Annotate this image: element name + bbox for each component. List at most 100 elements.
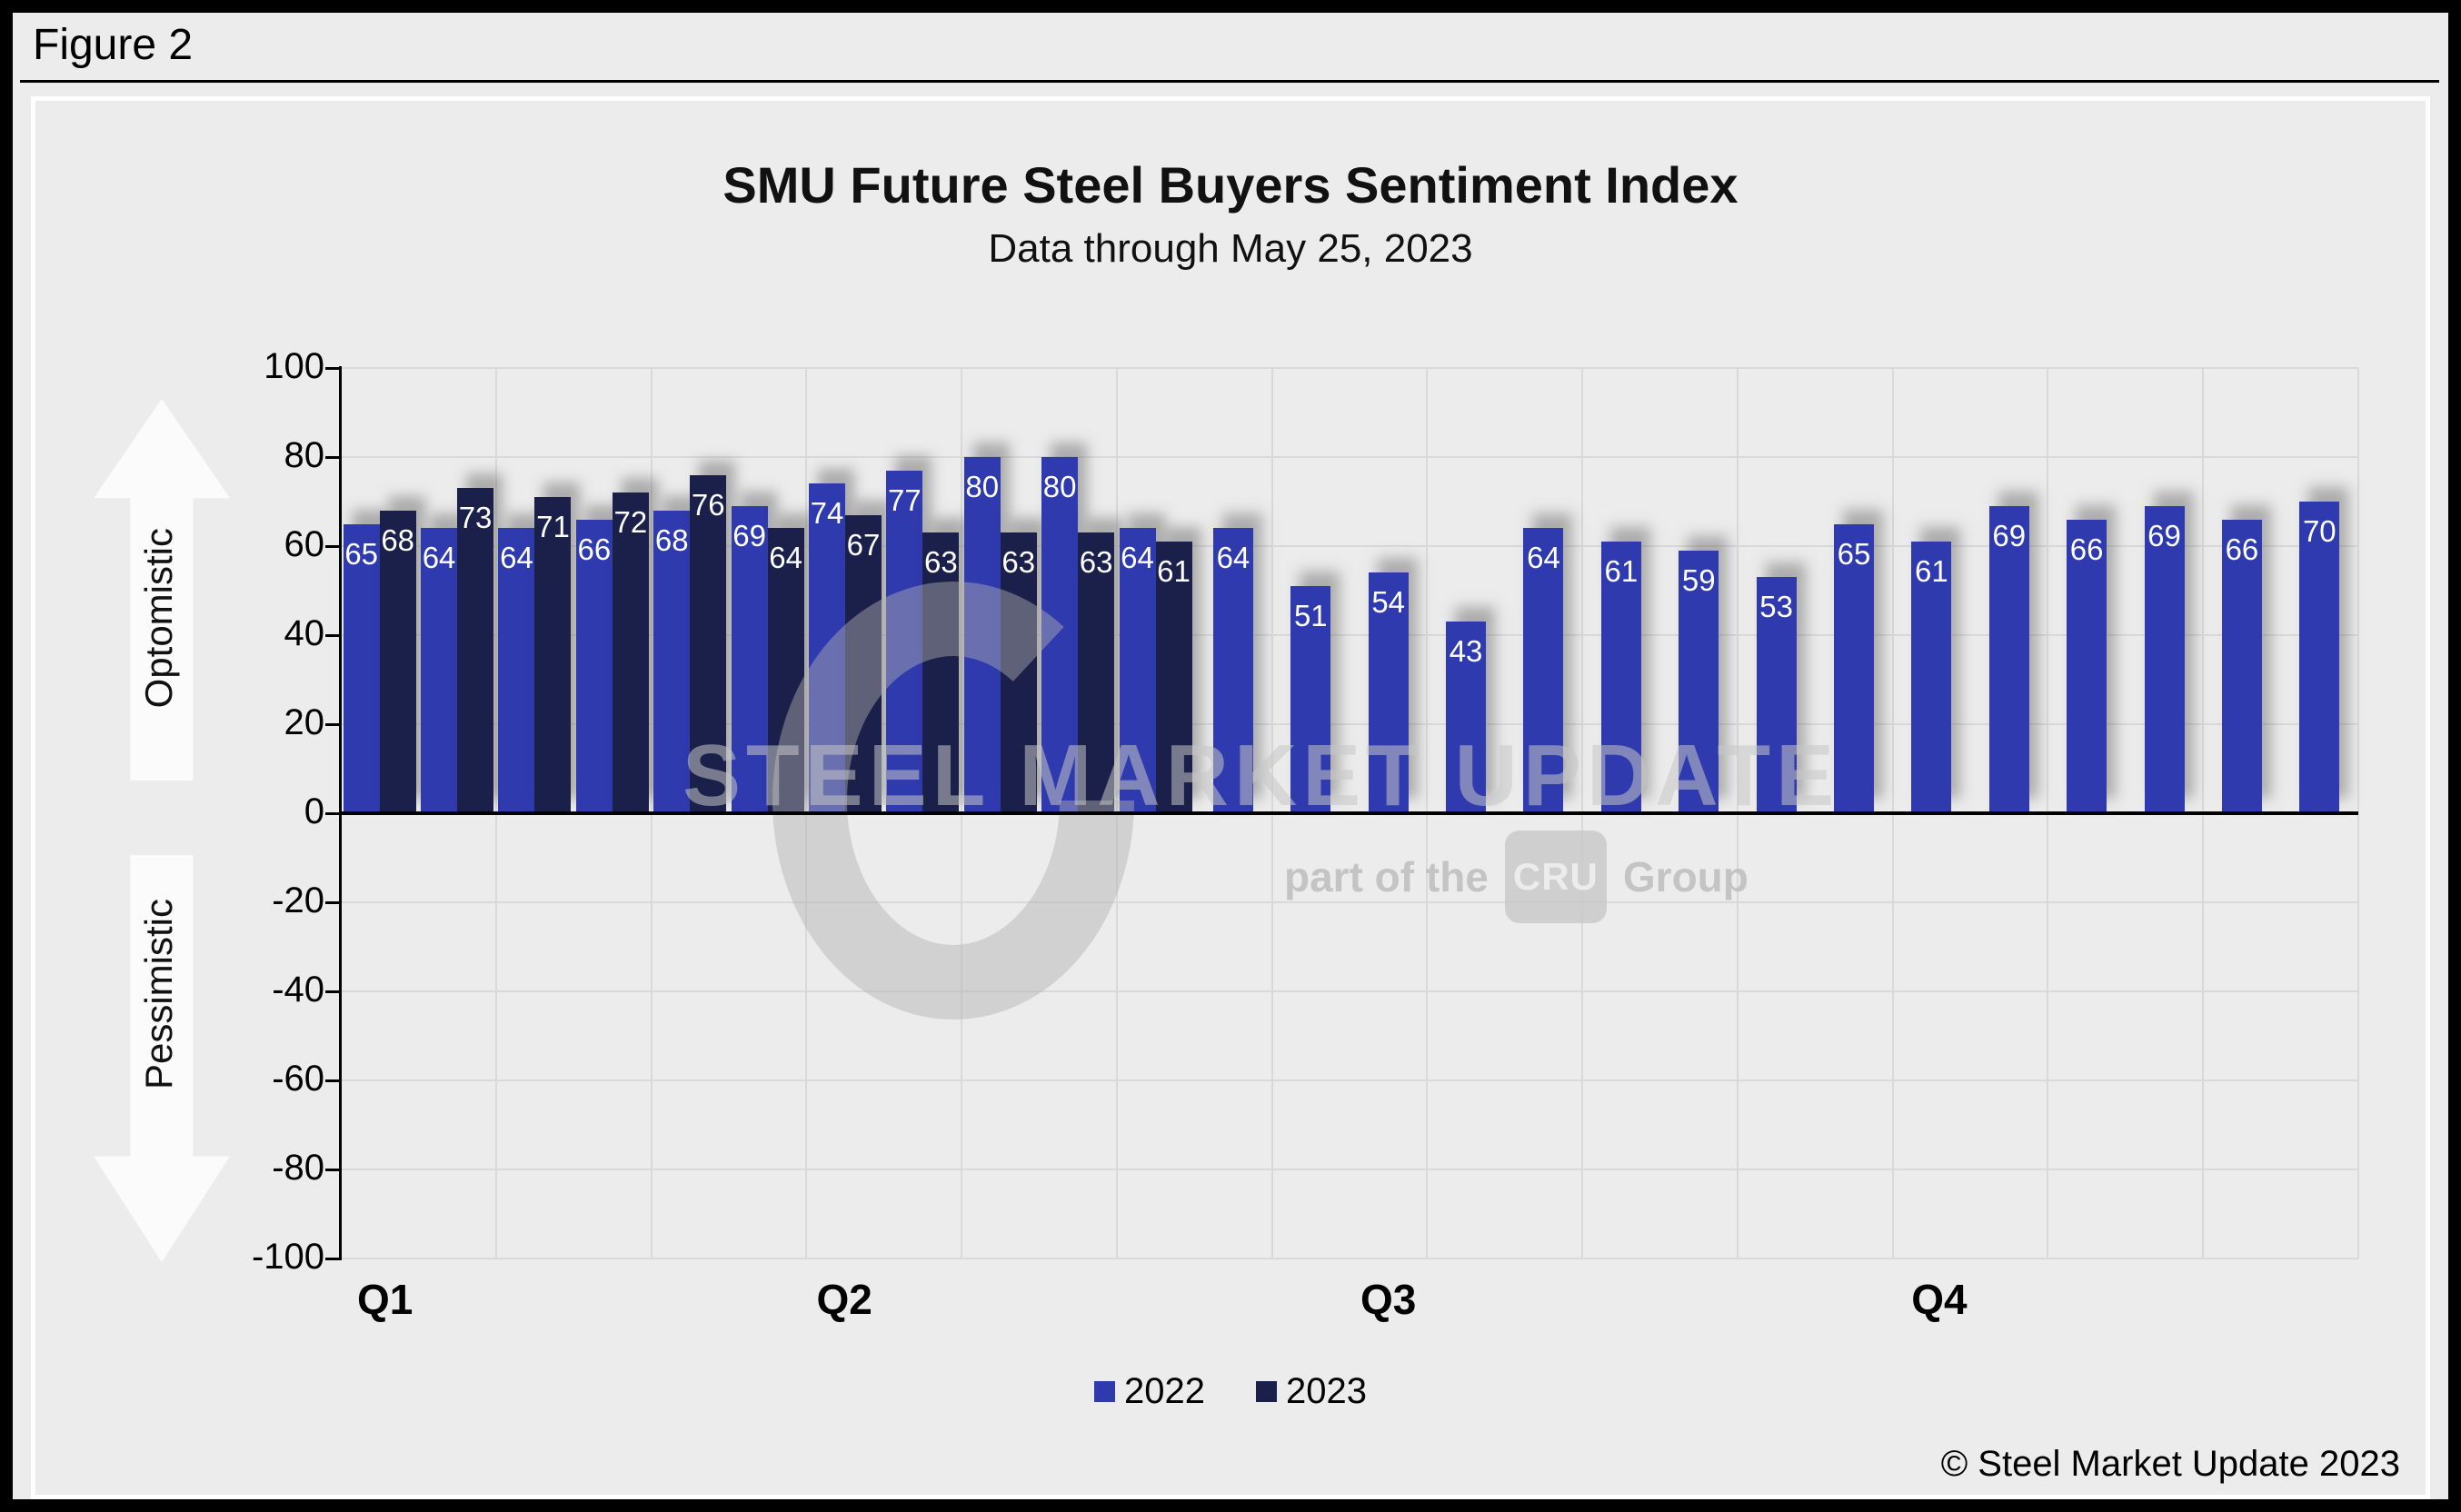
legend-label: 2023: [1286, 1371, 1367, 1411]
bar-value-label: 61: [1157, 554, 1191, 589]
legend-item: 2022: [1094, 1371, 1205, 1412]
bar-2022: 74: [809, 483, 845, 813]
bar-value-label: 71: [536, 510, 570, 544]
bar-2022: 80: [963, 457, 1001, 813]
y-axis-tick: [325, 990, 341, 993]
bar-value-label: 74: [810, 496, 844, 531]
y-axis-tick: [325, 634, 341, 637]
pessimistic-label: Pessimistic: [137, 899, 180, 1090]
bar-2022: 54: [1368, 572, 1409, 813]
y-axis-tick: [325, 456, 341, 459]
y-tick-label: -60: [272, 1059, 324, 1099]
bar-value-label: 59: [1681, 562, 1716, 597]
y-tick-label: -20: [272, 880, 324, 920]
bar-value-label: 61: [1915, 554, 1948, 589]
y-tick-label: 20: [284, 702, 325, 742]
copyright: © Steel Market Update 2023: [1940, 1444, 2400, 1484]
bar-2022: 69: [1988, 505, 2029, 813]
bar-2022: 66: [575, 519, 613, 813]
y-tick-label: -100: [251, 1237, 324, 1277]
bar-2023: 63: [1000, 532, 1037, 813]
y-axis-tick: [325, 901, 341, 904]
y-axis-line: [339, 366, 342, 1260]
bar-value-label: 43: [1449, 634, 1483, 669]
bar-2023: 64: [767, 528, 804, 813]
y-axis-tick: [325, 367, 341, 370]
bar-2022: 69: [2144, 505, 2185, 813]
legend-swatch-2022: [1094, 1381, 1116, 1402]
bar-2023: 68: [379, 510, 416, 813]
figure-label: Figure 2: [33, 21, 194, 69]
bar-2022: 64: [498, 528, 535, 813]
bar-2022: 77: [886, 470, 923, 813]
gridline-horizontal: [341, 1258, 2358, 1259]
bar-value-label: 64: [422, 541, 456, 575]
x-axis-quarter-label: Q2: [816, 1276, 872, 1323]
legend-swatch-2023: [1256, 1381, 1277, 1402]
chart-subtitle: Data through May 25, 2023: [988, 226, 1473, 271]
bar-2023: 63: [922, 532, 960, 813]
bar-2023: 71: [534, 497, 572, 813]
figure-background: Figure 2 SMU Future Steel Buyers Sentime…: [13, 13, 2448, 1499]
bar-2022: 59: [1679, 550, 1719, 813]
legend-item: 2023: [1256, 1371, 1367, 1412]
y-axis-tick: [325, 723, 341, 726]
gridline-horizontal: [341, 723, 2358, 725]
bar-2022: 66: [2221, 519, 2262, 813]
bar-value-label: 51: [1293, 599, 1328, 633]
bar-value-label: 64: [500, 541, 533, 575]
bar-2023: 76: [690, 474, 727, 813]
bar-value-label: 68: [654, 522, 689, 557]
bar-2022: 69: [731, 505, 768, 813]
bar-value-label: 66: [2069, 532, 2104, 566]
bar-value-label: 61: [1604, 554, 1639, 589]
y-axis-tick: [325, 1079, 341, 1082]
bar-2023: 63: [1078, 532, 1115, 813]
bar-2023: 61: [1155, 542, 1192, 813]
bar-2023: 67: [845, 514, 882, 813]
bar-2022: 51: [1290, 586, 1331, 813]
bar-value-label: 80: [965, 470, 1000, 503]
bar-value-label: 54: [1371, 585, 1406, 620]
bar-2022: 70: [2299, 502, 2340, 813]
gridline-horizontal: [341, 1079, 2358, 1081]
header-rule: [20, 80, 2439, 83]
y-tick-label: 40: [284, 613, 325, 653]
bar-2022: 43: [1446, 622, 1487, 813]
gridline-horizontal: [341, 545, 2358, 547]
bar-value-label: 64: [1527, 541, 1560, 575]
bar-2022: 68: [653, 510, 691, 813]
bar-value-label: 65: [344, 536, 379, 571]
legend-label: 2022: [1124, 1371, 1205, 1411]
bar-2023: 73: [457, 488, 494, 813]
y-tick-label: 60: [284, 524, 325, 564]
bar-value-label: 70: [2302, 514, 2336, 548]
bar-value-label: 73: [458, 501, 493, 535]
x-axis-quarter-label: Q4: [1911, 1276, 1968, 1323]
gridline-horizontal: [341, 990, 2358, 992]
bar-2022: 65: [1834, 523, 1874, 813]
bar-value-label: 65: [1837, 536, 1871, 571]
bar-value-label: 64: [1216, 541, 1250, 575]
bar-value-label: 64: [769, 541, 802, 575]
bar-value-label: 63: [1001, 545, 1036, 580]
bar-value-label: 63: [1079, 545, 1113, 580]
chart-panel: SMU Future Steel Buyers Sentiment Index …: [31, 96, 2430, 1499]
plot-area: 100 80 60 40 20 0 -20 -40 -60 -80 -100 65 68 64 73 64 71…: [35, 101, 2426, 1495]
bar-2023: 72: [612, 492, 649, 813]
bar-2022: 65: [343, 523, 380, 813]
x-axis-zero-line: [341, 811, 2358, 815]
y-tick-label: 100: [264, 346, 324, 386]
bar-value-label: 77: [888, 482, 922, 517]
optimistic-label: Optomistic: [137, 528, 180, 709]
bar-2022: 64: [421, 528, 458, 813]
bar-2022: 61: [1911, 542, 1952, 813]
legend: 2022 2023: [35, 1371, 2426, 1412]
gridline-horizontal: [341, 367, 2358, 369]
y-tick-label: 0: [304, 791, 324, 831]
bar-value-label: 64: [1121, 541, 1154, 575]
bar-2022: 61: [1600, 542, 1641, 813]
bar-value-label: 76: [691, 487, 725, 522]
bar-value-label: 63: [924, 545, 958, 580]
